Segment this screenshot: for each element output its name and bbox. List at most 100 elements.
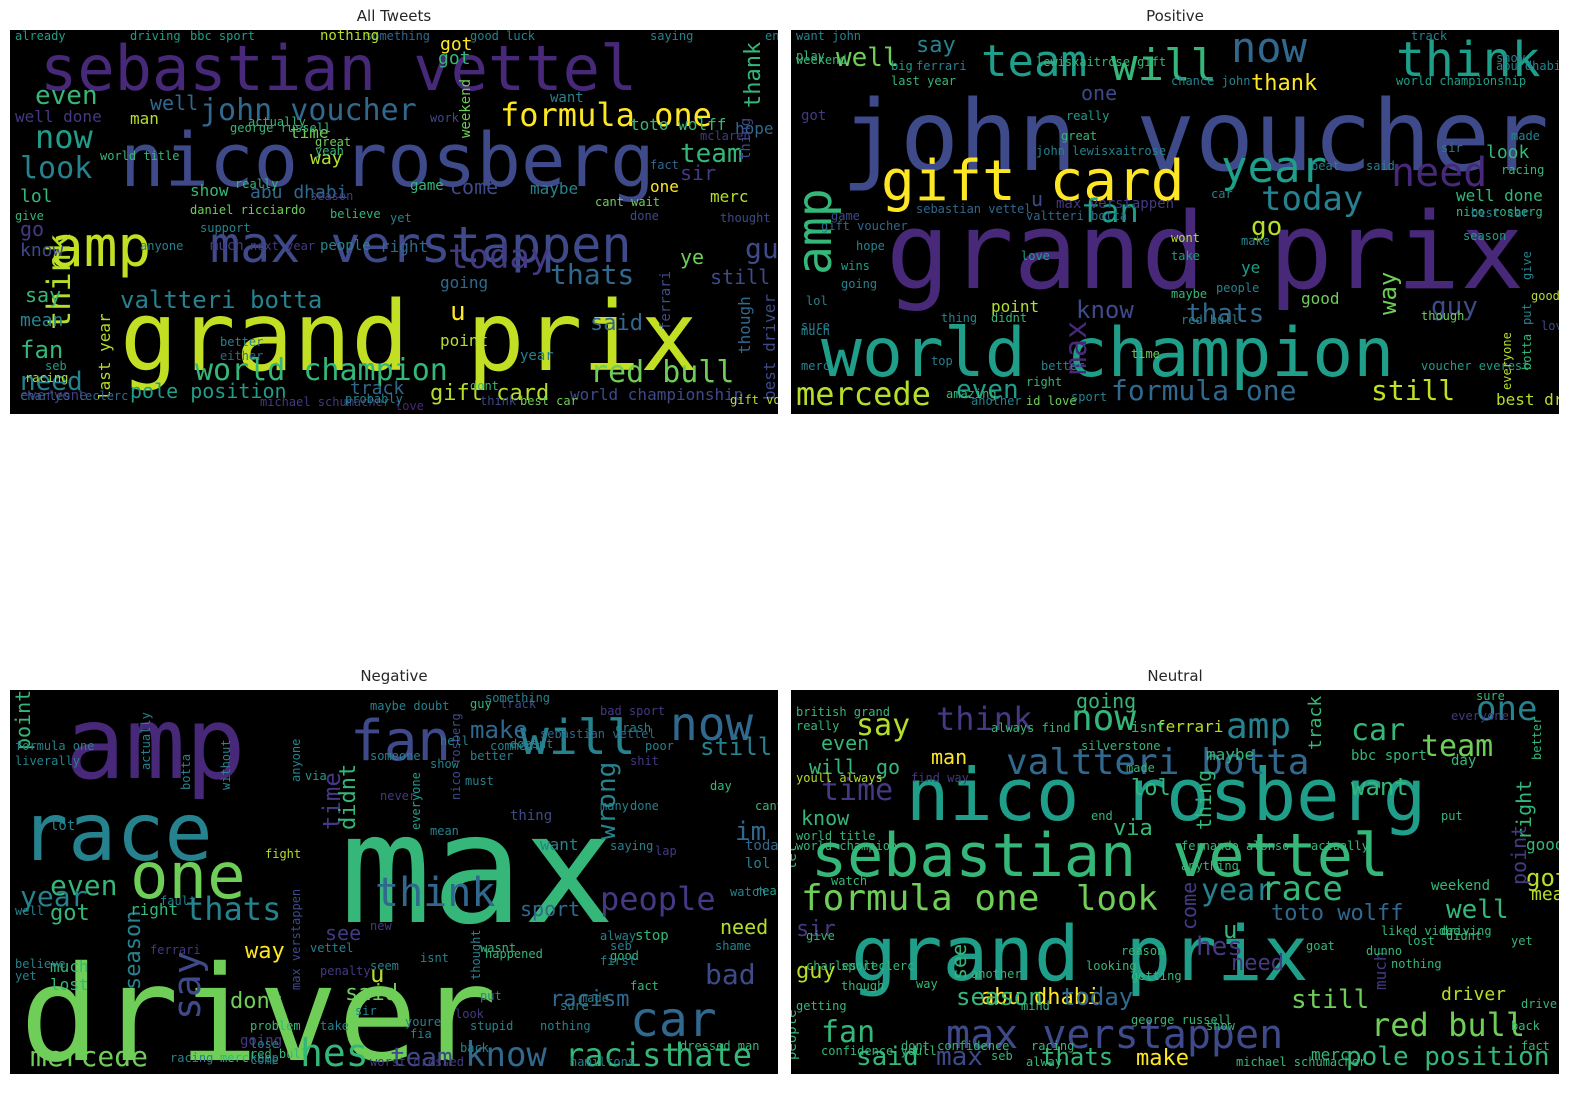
word-lost: lost: [1406, 934, 1435, 948]
word-got: got: [50, 901, 90, 926]
word-dont-confidence: dont confidence: [901, 1039, 1009, 1053]
word-way: way: [245, 939, 285, 964]
word-sport: sport: [1071, 390, 1107, 404]
word-still: still: [710, 265, 770, 289]
word-great: great: [1061, 129, 1097, 143]
word-say: say: [916, 33, 956, 58]
word-even: even: [50, 869, 117, 902]
word-cloud: john voucher grand prix world champion gift…: [791, 30, 1559, 414]
word-done: done: [630, 209, 659, 223]
word-amp: amp: [1226, 706, 1291, 747]
word-via: via: [305, 769, 327, 783]
word-got: got: [440, 34, 473, 55]
word-best-driver: best driver: [1496, 390, 1559, 409]
word-lol: lol: [20, 186, 53, 207]
word-saying: saying: [610, 839, 653, 853]
word-lose: lose: [250, 1037, 279, 1051]
word-one: one: [130, 840, 246, 914]
word-need: need: [1391, 150, 1487, 196]
word-doesnt: doesnt: [510, 737, 553, 751]
word-youll-always: youll always: [796, 771, 883, 785]
word-happened: happened: [485, 947, 543, 961]
word-people: people: [600, 880, 716, 918]
word-still: still: [1371, 374, 1455, 407]
word-cloud: grand prix nico rosberg sebastian vettel ma…: [791, 690, 1559, 1074]
word-nothing: nothing: [320, 30, 379, 44]
word-back: back: [460, 1041, 490, 1055]
word-max: max: [1059, 321, 1094, 375]
word-fernando-alonso: fernando alonso: [1181, 839, 1289, 853]
word-thing: thing: [1192, 770, 1216, 830]
panel-negative: Negative driver max amp race one fan will now sa…: [10, 660, 778, 1074]
word-voucher-everest: voucher everest: [1421, 359, 1529, 373]
word-well: well: [836, 43, 899, 73]
word-actually: actually: [139, 712, 153, 770]
word-way: way: [310, 148, 343, 169]
panel-title: All Tweets: [356, 7, 432, 25]
word-formula-one: formula one: [15, 739, 94, 753]
word-thats: thats: [550, 258, 634, 291]
word-best-car: best car: [520, 394, 578, 408]
word-cant-wait: cant wait: [595, 195, 660, 209]
word-charles-leclerc: charles leclerc: [806, 959, 914, 973]
word-way: way: [916, 977, 938, 991]
word-amp: amp: [65, 690, 246, 802]
word-problem: problem: [250, 1019, 301, 1033]
word-now: now: [1071, 698, 1136, 739]
word-believe: believe: [15, 957, 66, 971]
word-gift-voucher: gift voucher: [730, 393, 778, 407]
word-driving: driving: [130, 30, 181, 43]
word-drive: drive: [1521, 997, 1557, 1011]
word-without: without: [219, 739, 233, 790]
word-driver: driver: [1441, 984, 1506, 1005]
word-team: team: [390, 1043, 453, 1073]
word-didnt: didnt: [336, 764, 361, 830]
word-know: know: [801, 806, 850, 830]
word-everyone: everyone: [1500, 332, 1514, 390]
word-gift-voucher: gift voucher: [821, 219, 908, 233]
word-ferrari: ferrari: [658, 271, 674, 330]
word-maybe: maybe: [530, 179, 578, 198]
word-first: first: [600, 954, 636, 968]
word-crash: crash: [615, 721, 651, 735]
word-ye: ye: [680, 245, 704, 269]
word-u: u: [450, 297, 466, 327]
word-track: track: [1411, 30, 1448, 43]
word-liked-video: liked video: [1381, 924, 1460, 938]
word-mind: mind: [1021, 999, 1050, 1013]
word-new: new: [370, 919, 392, 933]
word-racing: racing: [170, 1051, 213, 1065]
word-anyone: anyone: [140, 239, 183, 253]
word-team: team: [1421, 729, 1493, 764]
word-year: year: [1221, 142, 1327, 193]
word-sir: sir: [1441, 141, 1463, 155]
word-looking: looking: [1086, 959, 1137, 973]
word-daniel-ricciardo: daniel ricciardo: [190, 203, 306, 217]
word-time: time: [1131, 347, 1160, 361]
word-point: point: [11, 690, 35, 750]
word-penalty: penalty: [320, 964, 371, 978]
word-good: good: [1526, 835, 1559, 854]
panel-title: Negative: [360, 667, 428, 685]
word-mercede: mercede: [796, 375, 931, 413]
word-need: need: [20, 367, 83, 397]
word-chance-john: chance john: [1171, 74, 1250, 88]
word-fan: fan: [821, 1015, 875, 1050]
word-best-car: best car: [1471, 206, 1529, 220]
word-valtteri-botta: valtteri botta: [120, 286, 322, 314]
word-actually: actually: [248, 115, 306, 129]
word-id-love: id love: [1026, 394, 1077, 408]
word-go: go: [1251, 212, 1282, 242]
word-formula-one: formula one: [1111, 374, 1296, 407]
word-something: something: [365, 30, 430, 43]
word-lap: lap: [655, 844, 677, 858]
panel-positive: Positive john voucher grand prix world cha…: [791, 0, 1559, 414]
word-want-john: want john: [796, 30, 861, 43]
word-watch: watch: [730, 885, 766, 899]
word-going: going: [841, 277, 877, 291]
word-see: see: [947, 944, 971, 980]
word-wasnt: wasnt: [480, 941, 516, 955]
word-fact: fact: [650, 158, 679, 172]
